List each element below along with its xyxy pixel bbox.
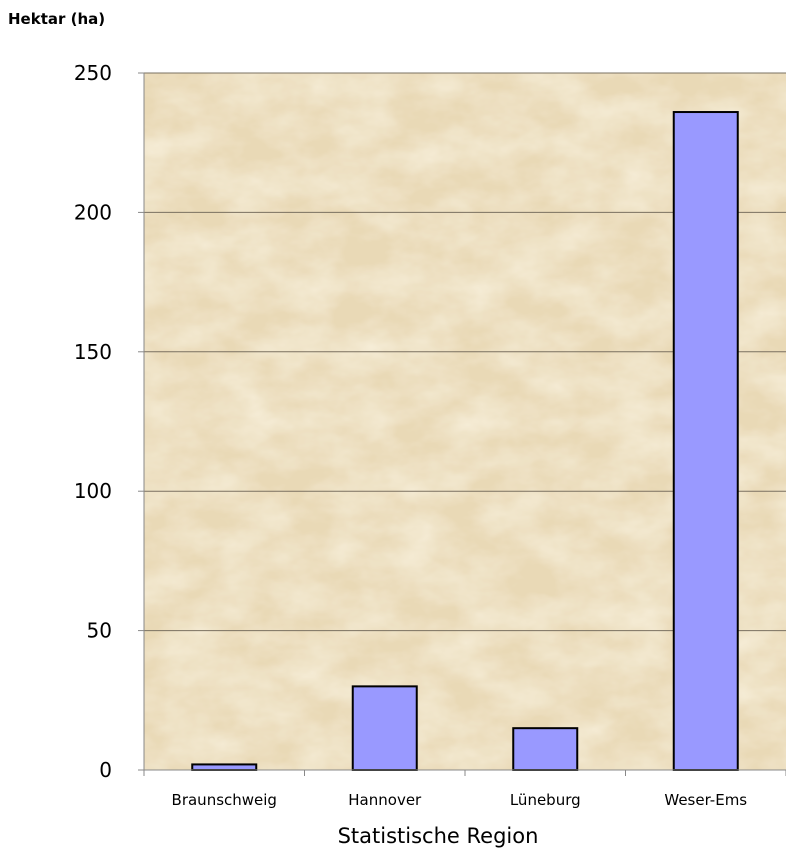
x-tick-label: Hannover [348, 791, 422, 809]
y-axis-unit-label: Hektar (ha) [8, 10, 106, 28]
y-tick-label: 150 [74, 340, 112, 364]
y-tick-label: 0 [99, 758, 112, 782]
bar-lüneburg [512, 727, 579, 771]
x-tick-label: Lüneburg [510, 791, 581, 809]
x-axis-title: Statistische Region [337, 824, 539, 848]
bar-braunschweig [191, 763, 258, 772]
y-tick-label: 250 [74, 61, 112, 85]
bars [191, 111, 739, 772]
axes [138, 72, 786, 776]
bar-weser-ems [672, 111, 739, 772]
y-tick-label: 200 [74, 200, 112, 224]
bar-hannover [351, 685, 418, 771]
x-tick-label: Weser-Ems [664, 791, 747, 809]
y-tick-label: 100 [74, 479, 112, 503]
x-tick-label: Braunschweig [172, 791, 277, 809]
y-tick-label: 50 [87, 619, 112, 643]
tick-labels: 0 50 100 150 200 250 Braunschweig Hannover Lüneb… [74, 61, 747, 809]
